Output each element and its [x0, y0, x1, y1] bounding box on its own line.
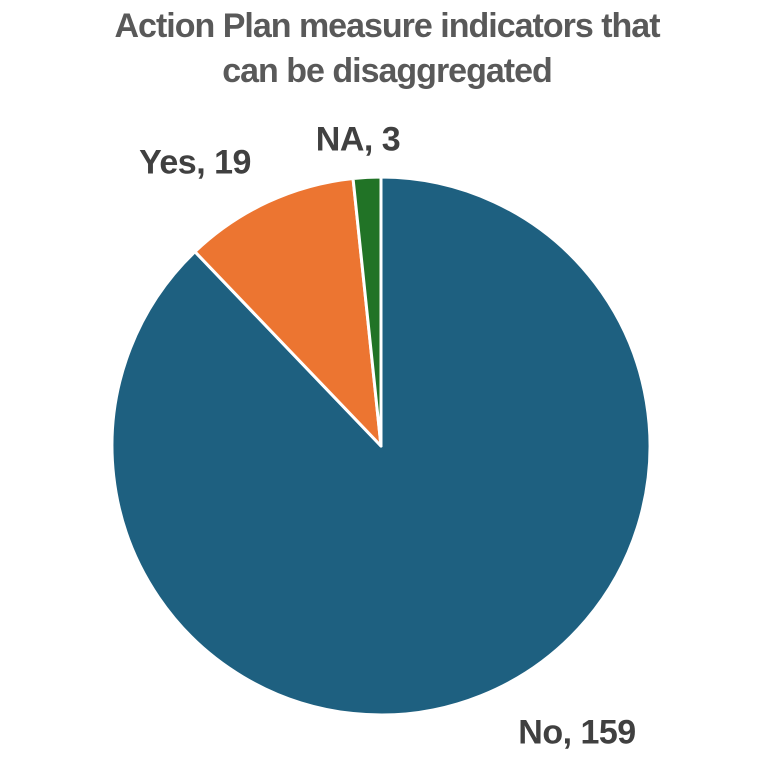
pie-slice-yes: [193, 176, 383, 448]
slice-label-na: NA, 3: [315, 120, 401, 159]
chart-title-line1: Action Plan measure indicators that: [114, 7, 660, 45]
chart-title: Action Plan measure indicators that can …: [0, 4, 774, 94]
chart-title-line2: can be disaggregated: [222, 52, 553, 90]
pie-slice-na: [351, 175, 383, 448]
slice-label-no: No, 159: [518, 713, 636, 752]
slice-label-yes: Yes, 19: [139, 143, 251, 182]
